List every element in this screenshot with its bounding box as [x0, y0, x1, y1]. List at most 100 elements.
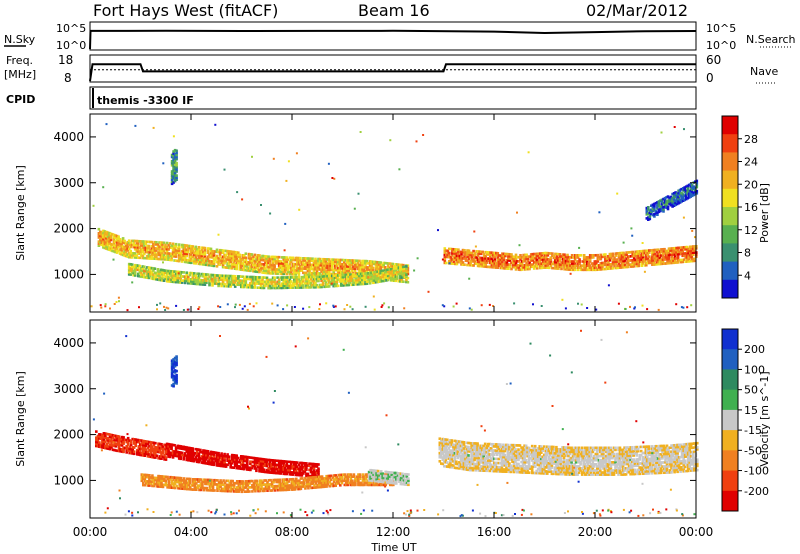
heatmap-cell [197, 452, 201, 456]
heatmap-cell [563, 257, 566, 261]
heatmap-cell [179, 487, 183, 490]
heatmap-cell [171, 449, 175, 453]
heatmap-cell [142, 454, 145, 457]
heatmap-cell [566, 253, 569, 257]
scatter-point [251, 155, 253, 158]
heatmap-cell [291, 471, 295, 474]
heatmap-cell [244, 281, 248, 285]
heatmap-cell [182, 258, 185, 261]
heatmap-cell [605, 267, 609, 271]
heatmap-cell [495, 266, 498, 269]
heatmap-cell [155, 278, 158, 281]
heatmap-cell [226, 487, 230, 491]
scatter-point [286, 304, 289, 307]
heatmap-cell [347, 283, 351, 287]
heatmap-cell [187, 456, 190, 460]
heatmap-cell [514, 263, 518, 267]
heatmap-cell [531, 265, 534, 268]
heatmap-cell [162, 273, 166, 276]
heatmap-cell [499, 256, 503, 259]
heatmap-cell [406, 280, 410, 284]
heatmap-cell [149, 451, 153, 454]
heatmap-cell [519, 254, 522, 257]
heatmap-cell [221, 464, 225, 468]
heatmap-cell [356, 281, 360, 284]
heatmap-cell [206, 255, 210, 259]
heatmap-cell [147, 250, 151, 254]
heatmap-cell [647, 212, 650, 215]
heatmap-cell [108, 242, 111, 245]
heatmap-cell [252, 263, 255, 267]
heatmap-cell [183, 254, 187, 258]
heatmap-cell [252, 259, 255, 263]
heatmap-cell [161, 255, 164, 259]
heatmap-cell [599, 266, 603, 269]
heatmap-cell [227, 455, 231, 458]
heatmap-cell [282, 468, 285, 471]
heatmap-cell [258, 463, 261, 467]
heatmap-cell [201, 486, 204, 490]
heatmap-cell [368, 266, 372, 269]
heatmap-cell [397, 263, 401, 266]
heatmap-cell [522, 255, 525, 259]
heatmap-cell [262, 271, 266, 274]
heatmap-cell [343, 282, 346, 285]
heatmap-cell [103, 240, 107, 244]
heatmap-cell [258, 264, 261, 268]
heatmap-cell [359, 282, 363, 286]
heatmap-cell [368, 280, 372, 283]
heatmap-cell [277, 264, 281, 267]
heatmap-cell [182, 256, 185, 259]
heatmap-cell [173, 175, 177, 179]
heatmap-cell [311, 259, 314, 263]
heatmap-cell [146, 455, 150, 458]
heatmap-cell [377, 280, 381, 283]
heatmap-cell [268, 460, 272, 464]
heatmap-cell [183, 246, 187, 249]
heatmap-cell [688, 245, 692, 249]
heatmap-cell [190, 449, 193, 452]
heatmap-cell [306, 277, 310, 281]
heatmap-cell [230, 254, 234, 258]
heatmap-cell [250, 257, 254, 260]
heatmap-cell [671, 203, 674, 206]
heatmap-cell [649, 261, 653, 265]
heatmap-cell [273, 286, 276, 290]
heatmap-cell [220, 489, 224, 493]
scatter-point [332, 304, 335, 307]
heatmap-cell [546, 266, 550, 269]
heatmap-cell [684, 245, 687, 249]
heatmap-cell [115, 236, 119, 240]
heatmap-cell [546, 264, 550, 267]
heatmap-cell [312, 471, 316, 474]
heatmap-cell [405, 273, 408, 276]
nsky-right-top-tick: 10^5 [706, 22, 736, 35]
heatmap-cell [315, 265, 319, 269]
heatmap-cell [233, 275, 237, 278]
heatmap-cell [452, 248, 456, 251]
heatmap-cell [140, 475, 144, 478]
heatmap-cell [251, 479, 254, 483]
heatmap-cell [611, 252, 615, 256]
heatmap-cell [549, 252, 553, 255]
heatmap-cell [182, 248, 185, 251]
heatmap-cell [510, 253, 513, 256]
heatmap-cell [190, 457, 193, 460]
heatmap-cell [479, 264, 483, 268]
heatmap-cell [286, 470, 290, 474]
heatmap-cell [300, 465, 304, 469]
heatmap-cell [133, 270, 137, 273]
heatmap-cell [226, 282, 229, 286]
heatmap-cell [196, 278, 199, 282]
heatmap-cell [481, 265, 484, 268]
heatmap-cell [241, 254, 245, 257]
scatter-point [293, 306, 296, 308]
heatmap-cell [253, 456, 257, 460]
heatmap-cell [672, 251, 675, 254]
heatmap-cell [198, 480, 201, 483]
heatmap-cell [540, 264, 544, 268]
heatmap-cell [167, 484, 171, 487]
heatmap-cell [136, 448, 139, 452]
heatmap-cell [117, 437, 121, 440]
heatmap-cell [613, 258, 616, 262]
